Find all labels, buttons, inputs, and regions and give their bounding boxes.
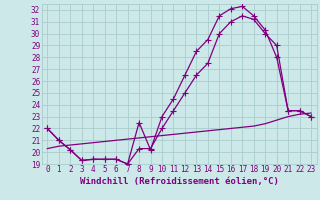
X-axis label: Windchill (Refroidissement éolien,°C): Windchill (Refroidissement éolien,°C) (80, 177, 279, 186)
